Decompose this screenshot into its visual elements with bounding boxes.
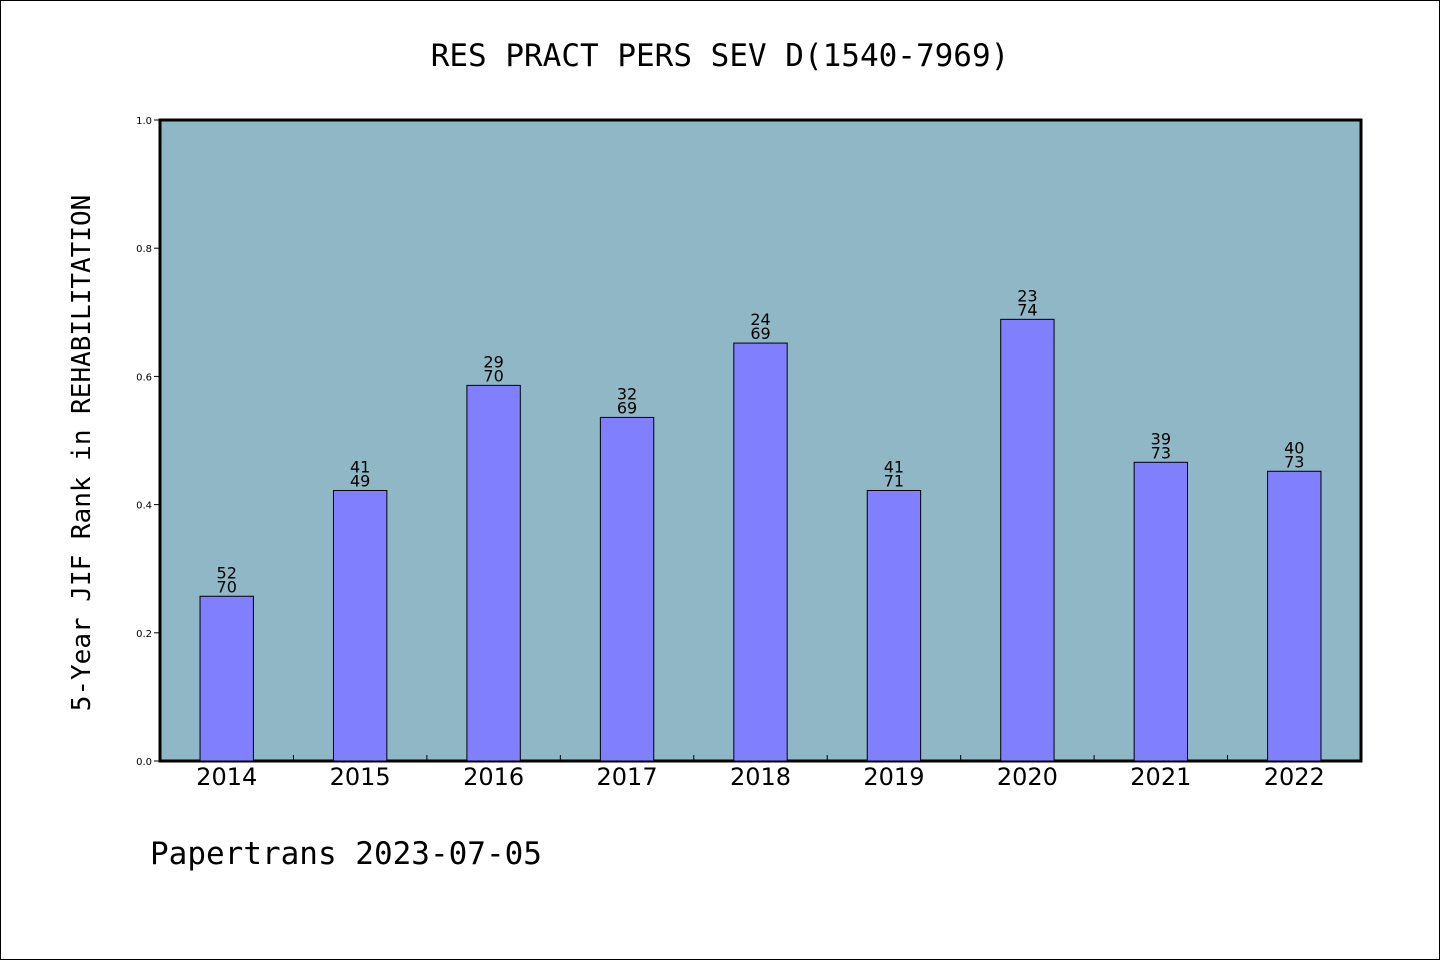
x-tick-label: 2018 xyxy=(730,763,791,791)
y-tick-label: 0.2 xyxy=(136,629,152,640)
data-label-total: 73 xyxy=(1151,443,1171,462)
bar-2021 xyxy=(1133,461,1189,762)
x-tick-label: 2016 xyxy=(463,763,524,791)
x-tick-label: 2019 xyxy=(863,763,924,791)
y-tick-label: 0.6 xyxy=(136,372,152,383)
y-axis-label: 5-Year JIF Rank in REHABILITATION xyxy=(67,195,97,712)
data-label-total: 73 xyxy=(1284,452,1304,471)
data-label-rank: 39 xyxy=(1151,429,1171,448)
data-label-rank: 32 xyxy=(617,384,637,403)
data-label-total: 49 xyxy=(350,471,370,490)
data-label-rank: 41 xyxy=(350,457,370,476)
bar-2017 xyxy=(599,416,655,762)
y-tick-label: 1.0 xyxy=(136,116,152,127)
data-label-total: 69 xyxy=(617,398,637,417)
data-label-total: 70 xyxy=(483,366,503,385)
x-tick-label: 2020 xyxy=(997,763,1058,791)
bar-2022 xyxy=(1267,470,1322,762)
x-tick-label: 2015 xyxy=(330,763,391,791)
data-label-rank: 29 xyxy=(483,352,503,371)
data-label-total: 70 xyxy=(217,577,237,596)
data-label-rank: 52 xyxy=(217,563,237,582)
y-tick-label: 0.8 xyxy=(136,244,152,255)
data-label-rank: 40 xyxy=(1284,438,1304,457)
bar-2020 xyxy=(1000,318,1055,762)
bar-2016 xyxy=(466,384,521,762)
data-label-rank: 23 xyxy=(1017,286,1037,305)
x-axis: 2014 2015 2016 2017 2018 2019 2020 2021 2022 xyxy=(196,755,1325,791)
bar-2014 xyxy=(199,595,254,762)
chart-title: RES PRACT PERS SEV D(1540-7969) xyxy=(431,38,1010,74)
x-tick-label: 2014 xyxy=(196,763,257,791)
bar-2018 xyxy=(733,342,788,762)
bar-2015 xyxy=(332,489,388,762)
x-tick-label: 2017 xyxy=(597,763,658,791)
data-label-rank: 41 xyxy=(884,457,904,476)
data-label-total: 71 xyxy=(884,471,904,490)
bars-group xyxy=(199,318,1322,762)
footer-text: Papertrans 2023-07-05 xyxy=(150,836,542,872)
x-tick-label: 2021 xyxy=(1130,763,1191,791)
bar-2019 xyxy=(866,489,922,762)
x-tick-label: 2022 xyxy=(1264,763,1325,791)
y-tick-label: 0.4 xyxy=(136,501,152,512)
y-tick-label: 0.0 xyxy=(136,757,152,768)
y-axis: 0.0 0.2 0.4 0.6 0.8 1.0 xyxy=(136,116,160,768)
data-label-rank: 24 xyxy=(750,310,770,329)
data-label-total: 69 xyxy=(750,324,770,343)
data-label-total: 74 xyxy=(1017,300,1037,319)
